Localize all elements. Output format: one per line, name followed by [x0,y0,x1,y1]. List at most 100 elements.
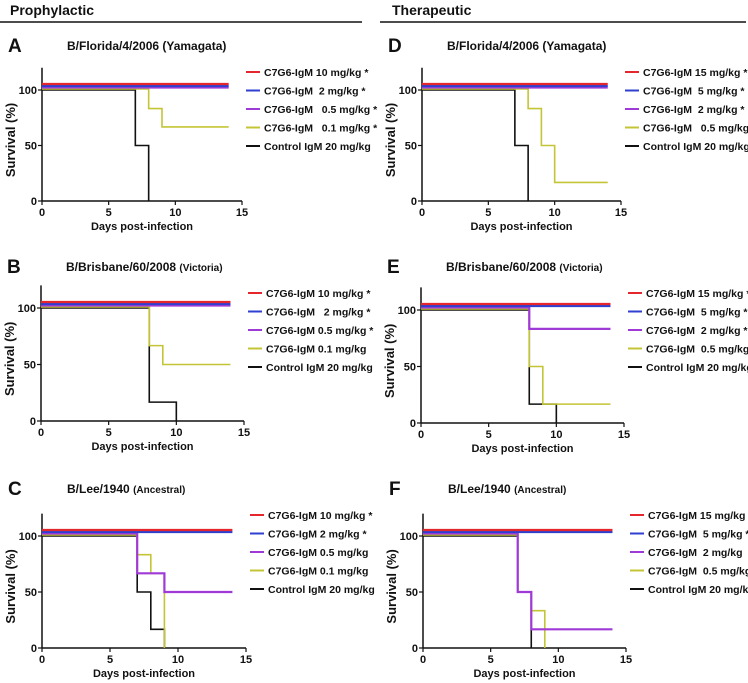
y-tick-label: 50 [404,362,416,374]
chart-title: B/Lee/1940 (Ancestral) [448,482,566,496]
y-tick-label: 100 [18,303,36,315]
x-tick-label: 5 [485,207,491,219]
x-tick-label: 15 [240,654,252,666]
legend-entry: Control IgM 20 mg/kg [643,141,748,153]
legend-entry: C7G6-IgM 15 mg/kg * [646,288,748,300]
x-tick-label: 5 [106,427,112,439]
x-tick-label: 15 [238,427,250,439]
x-axis-label: Days post-infection [91,221,193,233]
y-tick-label: 50 [405,141,417,153]
survival-chart-e: E B/Brisbane/60/2008 (Victoria) 0 50 100 0 5 10… [382,257,748,455]
legend-entry: C7G6-IgM 5 mg/kg * [646,307,748,319]
chart-title: B/Lee/1940 (Ancestral) [67,482,185,496]
x-tick-label: 0 [418,429,424,441]
legend-entry: C7G6-IgM 0.5 mg/kg [648,566,748,578]
legend-entry: C7G6-IgM 2 mg/kg * [646,325,748,337]
legend-entry: C7G6-IgM 5 mg/kg * [648,529,748,541]
legend-entry: C7G6-IgM 0.5 mg/kg [646,344,748,356]
chart-title-main: B/Lee/1940 [448,482,511,496]
survival-chart-a: A B/Florida/4/2006 (Yamagata) 0 50 100 0 5 10 15… [3,36,378,233]
x-tick-label: 0 [419,207,425,219]
legend-entry: C7G6-IgM 10 mg/kg * [264,67,369,79]
x-axis-label: Days post-infection [471,443,573,455]
legend-entry: C7G6-IgM 15 mg/kg * [643,67,748,79]
y-tick-label: 100 [19,85,37,97]
chart-title-main: B/Florida/4/2006 (Yamagata) [447,39,606,53]
x-tick-label: 10 [170,427,182,439]
legend-entry: C7G6-IgM 0.1 mg/kg [268,566,368,578]
x-axis-label: Days post-infection [93,668,195,680]
y-tick-label: 50 [24,360,36,372]
y-tick-label: 0 [410,418,416,430]
series-line-black [423,535,533,648]
x-tick-label: 5 [106,207,112,219]
legend-entry: Control IgM 20 mg/kg [648,584,748,596]
x-tick-label: 5 [488,654,494,666]
x-tick-label: 5 [107,654,113,666]
chart-title-main: B/Brisbane/60/2008 [66,260,176,274]
x-tick-label: 5 [486,429,492,441]
chart-title-sub: (Ancestral) [133,485,185,496]
y-tick-label: 0 [30,416,36,428]
y-tick-label: 100 [19,531,37,543]
legend-entry: C7G6-IgM 0.1 mg/kg * [264,123,378,135]
survival-chart-d: D B/Florida/4/2006 (Yamagata) 0 50 100 0 5 10 15… [383,36,748,233]
legend-entry: C7G6-IgM 5 mg/kg * [643,86,745,98]
legend-entry: C7G6-IgM 2 mg/kg * [266,307,371,319]
x-tick-label: 10 [550,429,562,441]
x-tick-label: 10 [552,654,564,666]
survival-chart-f: F B/Lee/1940 (Ancestral) 0 50 100 0 5 10 15 Days … [384,479,748,680]
chart-title: B/Florida/4/2006 (Yamagata) [447,39,606,53]
series-line-black [41,307,178,421]
x-tick-label: 0 [420,654,426,666]
y-tick-label: 0 [411,196,417,208]
legend-entry: C7G6-IgM 10 mg/kg * [268,510,373,522]
x-tick-label: 0 [38,427,44,439]
series-line-purple [421,306,611,330]
chart-title: B/Brisbane/60/2008 (Victoria) [66,260,223,274]
chart-title: B/Brisbane/60/2008 (Victoria) [446,260,603,274]
panel-letter: C [8,479,22,500]
series-line-black [42,89,150,201]
survival-chart-b: B B/Brisbane/60/2008 (Victoria) 0 50 100 0 5 10… [2,257,374,453]
panel-letter: A [8,36,22,57]
section-title-prophylactic: Prophylactic [10,2,94,18]
x-axis-label: Days post-infection [473,668,575,680]
panel-letter: F [389,479,401,500]
legend-entry: Control IgM 20 mg/kg [264,141,371,153]
section-title-therapeutic: Therapeutic [392,2,472,18]
y-axis-label: Survival (%) [383,103,398,177]
y-axis-label: Survival (%) [3,549,18,623]
x-tick-label: 10 [169,207,181,219]
legend-entry: C7G6-IgM 2 mg/kg * [643,104,745,116]
legend-entry: C7G6-IgM 0.5 mg/kg * [266,325,374,337]
y-axis-label: Survival (%) [384,549,399,623]
y-tick-label: 50 [406,587,418,599]
panel-letter: E [387,257,400,278]
legend-entry: Control IgM 20 mg/kg [266,362,373,374]
y-tick-label: 100 [400,531,418,543]
y-tick-label: 100 [399,85,417,97]
chart-title-sub: (Victoria) [559,263,602,274]
legend-entry: C7G6-IgM 15 mg/kg * [648,510,748,522]
series-line-yellow [421,308,611,405]
legend-entry: C7G6-IgM 0.5 mg/kg * [643,123,748,135]
chart-title-main: B/Lee/1940 [67,482,130,496]
chart-title-sub: (Ancestral) [514,485,566,496]
legend-entry: C7G6-IgM 2 mg/kg [648,547,743,559]
y-tick-label: 0 [31,643,37,655]
y-axis-label: Survival (%) [3,103,18,177]
series-line-black [42,535,166,648]
legend-entry: C7G6-IgM 0.1 mg/kg [266,344,366,356]
y-tick-label: 0 [412,643,418,655]
y-tick-label: 0 [31,196,37,208]
series-line-black [422,89,529,201]
legend-entry: Control IgM 20 mg/kg [268,584,375,596]
x-tick-label: 15 [620,654,632,666]
panel-letter: D [388,36,402,57]
series-line-yellow [42,88,229,128]
legend-entry: C7G6-IgM 10 mg/kg * [266,288,371,300]
x-tick-label: 15 [615,207,627,219]
x-tick-label: 0 [39,654,45,666]
